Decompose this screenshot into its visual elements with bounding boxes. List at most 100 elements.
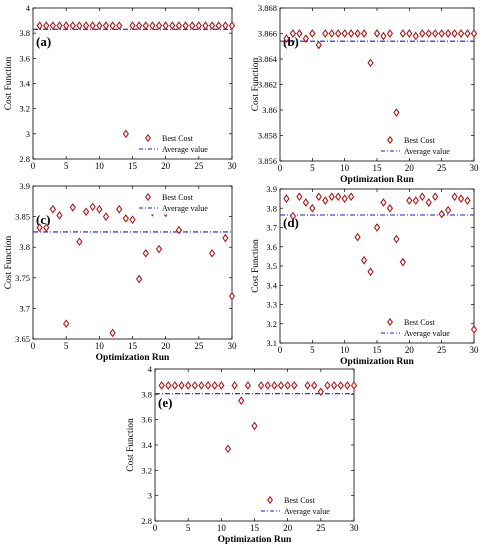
- best-cost-point: [335, 29, 342, 38]
- best-cost-point: [432, 192, 439, 202]
- x-tick-label: 0: [31, 341, 36, 351]
- y-tick-label: 3.862: [258, 80, 277, 90]
- legend-label-best-cost: Best Cost: [404, 136, 436, 145]
- legend-box: [377, 132, 471, 158]
- best-cost-point: [149, 21, 156, 30]
- x-tick-label: 15: [128, 341, 138, 351]
- best-cost-point: [82, 21, 90, 30]
- best-cost-point: [36, 21, 43, 30]
- chart-panel-4: 0 5 10 15 20 25 30 2.8 3 3.2 3.4 3.6 3.8 4 Optimizatio…: [126, 364, 359, 545]
- best-cost-point: [412, 196, 419, 205]
- best-cost-point: [211, 381, 218, 390]
- best-cost-point: [43, 21, 50, 30]
- best-cost-point: [348, 29, 355, 38]
- legend-marker-best-cost: [387, 135, 393, 145]
- chart-panel-2: 0 5 10 15 20 25 30 3.65 3.7 3.75 3.8 3.85 3.9 Optimiz…: [4, 181, 237, 363]
- legend-label-average: Average value: [162, 204, 208, 213]
- x-tick-label: 0: [278, 163, 283, 173]
- best-cost-point: [202, 21, 209, 30]
- y-tick-label: 3.864: [258, 54, 278, 64]
- best-cost-point: [222, 21, 229, 30]
- best-cost-point: [457, 194, 465, 203]
- best-cost-point: [231, 381, 238, 390]
- best-cost-point: [129, 21, 136, 30]
- best-cost-point: [335, 192, 342, 202]
- best-cost-point: [155, 21, 163, 30]
- best-cost-point: [296, 192, 303, 202]
- best-cost-point: [425, 29, 432, 38]
- best-cost-point: [367, 267, 374, 277]
- best-cost-point: [102, 212, 110, 221]
- best-cost-point: [457, 29, 465, 38]
- best-cost-point: [348, 192, 355, 202]
- best-cost-point: [283, 194, 290, 203]
- y-tick-label: 3.866: [258, 29, 277, 39]
- panel-label: (a): [36, 34, 51, 49]
- legend-label-best-cost: Best Cost: [162, 134, 194, 143]
- best-cost-point: [215, 21, 222, 30]
- x-tick-label: 30: [350, 523, 360, 533]
- x-axis-label: Optimization Run: [340, 175, 414, 185]
- best-cost-point: [36, 223, 43, 232]
- best-cost-point: [142, 248, 149, 258]
- x-tick-label: 5: [310, 163, 315, 173]
- best-cost-point: [195, 21, 202, 30]
- best-cost-point: [432, 29, 439, 38]
- best-cost-point: [49, 21, 57, 30]
- legend-box: [135, 130, 229, 156]
- best-cost-point: [136, 21, 143, 30]
- best-cost-point: [284, 381, 291, 390]
- best-cost-point: [419, 29, 426, 38]
- best-cost-point: [296, 29, 303, 38]
- best-cost-point: [309, 203, 316, 213]
- best-cost-point: [309, 29, 316, 38]
- best-cost-point: [451, 29, 458, 38]
- best-cost-point: [116, 204, 123, 214]
- y-tick-label: 3.75: [15, 273, 30, 283]
- best-cost-point: [116, 21, 123, 30]
- y-tick-label: 3.6: [141, 415, 152, 425]
- legend-label-best-cost: Best Cost: [284, 496, 316, 505]
- x-tick-label: 0: [31, 161, 36, 171]
- y-tick-label: 3.4: [141, 440, 152, 450]
- best-cost-point: [393, 108, 400, 117]
- best-cost-point: [69, 21, 76, 30]
- y-tick-label: 3.86: [262, 105, 277, 115]
- y-tick-label: 3.858: [258, 131, 277, 141]
- best-cost-point: [89, 202, 96, 212]
- best-cost-point: [393, 234, 400, 244]
- best-cost-point: [208, 21, 216, 30]
- x-tick-label: 0: [153, 523, 158, 533]
- best-cost-point: [228, 21, 236, 30]
- panel-label: (c): [36, 212, 50, 227]
- y-tick-label: 3.4: [266, 280, 277, 290]
- best-cost-point: [302, 198, 309, 207]
- best-cost-point: [162, 21, 169, 30]
- y-tick-label: 2.8: [19, 154, 30, 164]
- best-cost-point: [165, 381, 172, 390]
- best-cost-point: [330, 381, 338, 390]
- legend: Best Cost Average value: [377, 314, 471, 340]
- best-cost-point: [271, 381, 278, 390]
- best-cost-point: [304, 381, 311, 390]
- best-cost-point: [317, 387, 324, 397]
- y-axis-label: Cost Function: [251, 239, 261, 293]
- best-cost-point: [289, 211, 297, 221]
- y-tick-label: 3.8: [141, 389, 152, 399]
- best-cost-point: [222, 233, 229, 243]
- best-cost-point: [283, 34, 290, 43]
- best-cost-point: [373, 223, 381, 232]
- y-tick-label: 3.1: [266, 338, 277, 348]
- best-cost-point: [341, 29, 348, 38]
- legend: Best Cost Average value: [257, 492, 351, 518]
- y-tick-label: 3.8: [19, 28, 30, 38]
- best-cost-point: [380, 31, 387, 41]
- best-cost-point: [244, 381, 251, 390]
- best-cost-point: [182, 21, 189, 30]
- x-tick-label: 5: [64, 161, 69, 171]
- best-cost-point: [129, 215, 136, 225]
- y-axis-label: Cost Function: [251, 57, 261, 111]
- best-cost-point: [218, 381, 225, 390]
- y-tick-label: 3.8: [19, 242, 30, 252]
- best-cost-point: [322, 29, 329, 38]
